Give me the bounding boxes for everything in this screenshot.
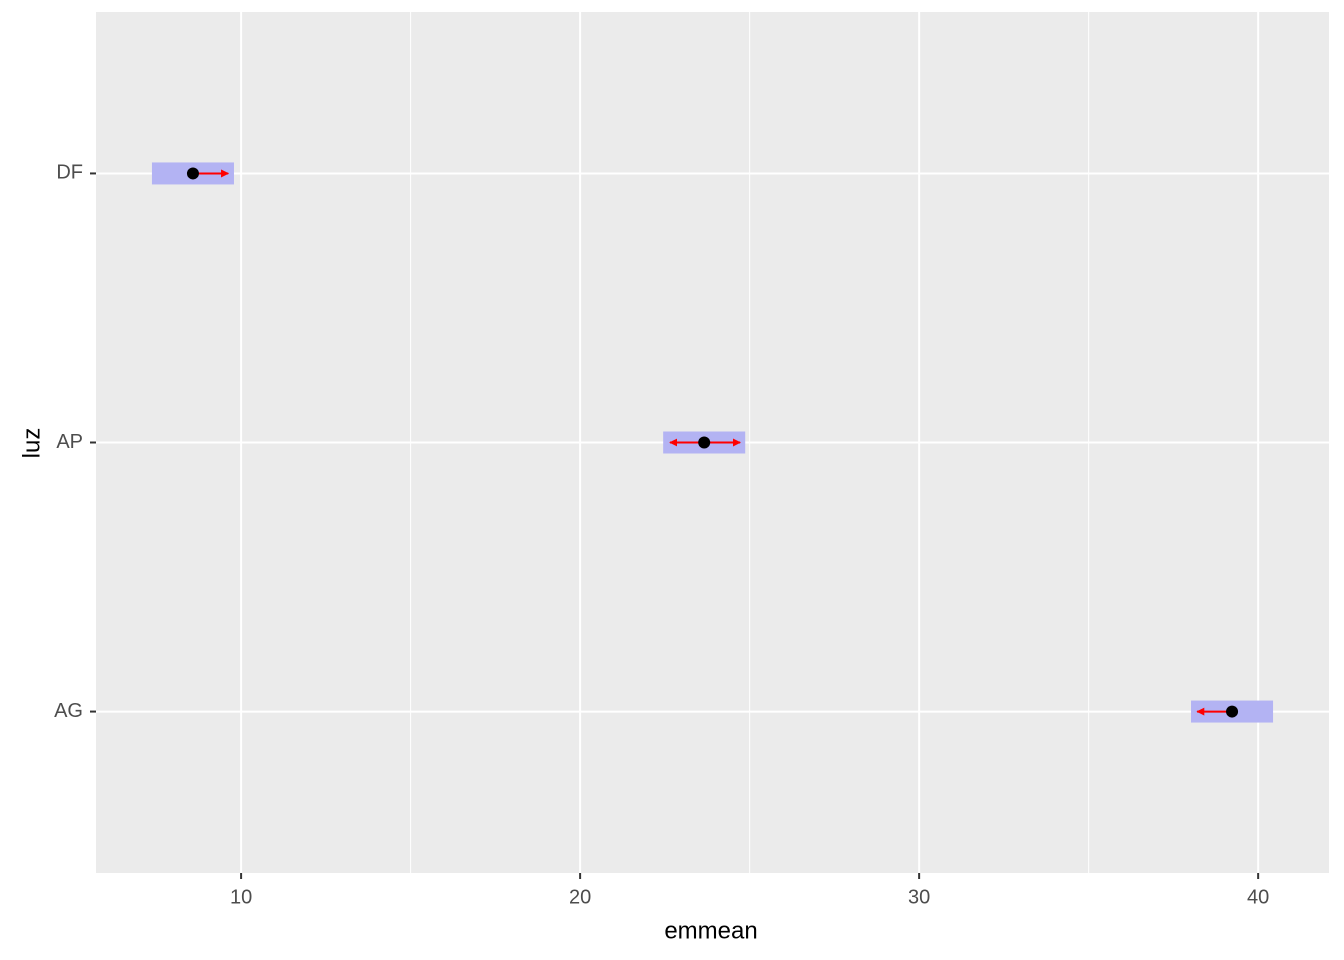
x-tick-label: 10 (230, 886, 252, 908)
x-tick-label: 20 (569, 886, 591, 908)
emmean-point (698, 436, 711, 449)
x-tick-label: 30 (908, 886, 930, 908)
x-tick-label: 40 (1247, 886, 1269, 908)
emmean-point (1226, 705, 1239, 718)
y-tick-label: AP (56, 431, 83, 453)
y-tick-label: DF (56, 162, 83, 184)
emmean-point (186, 167, 199, 180)
y-tick-label: AG (54, 700, 83, 722)
x-axis-title: emmean (664, 917, 757, 944)
y-axis-title: luz (18, 428, 45, 459)
